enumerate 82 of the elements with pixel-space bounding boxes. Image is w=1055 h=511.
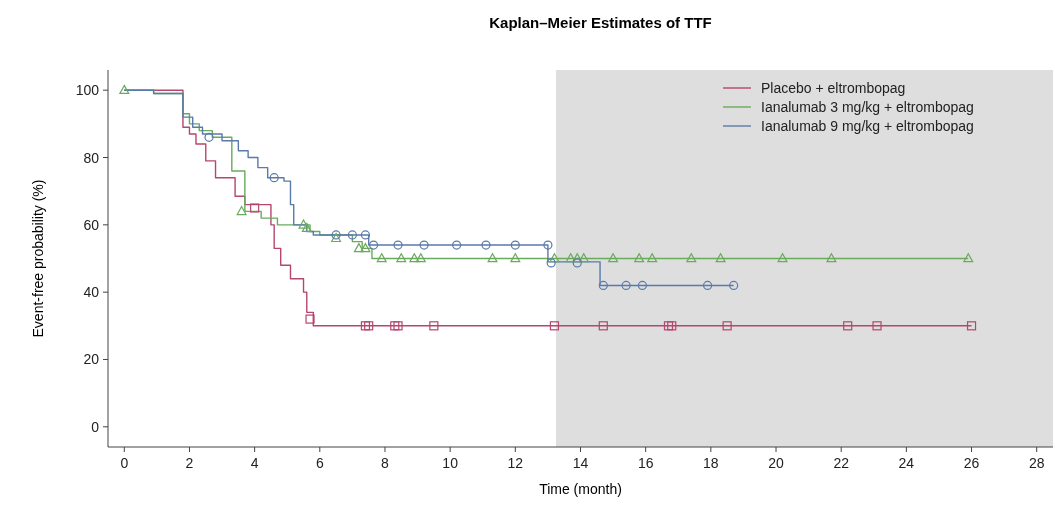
point <box>510 240 520 250</box>
point <box>236 205 247 216</box>
point <box>393 240 403 250</box>
point <box>634 253 645 263</box>
point <box>572 258 582 268</box>
chart-title: Kaplan–Meier Estimates of TTF <box>489 14 712 31</box>
x-tick-label: 4 <box>250 455 259 471</box>
x-tick-label: 18 <box>703 455 719 471</box>
point <box>429 321 439 331</box>
legend-label: Placebo + eltrombopag <box>761 80 906 96</box>
point <box>301 222 312 233</box>
point <box>419 240 429 250</box>
y-tick-label: 40 <box>83 284 100 301</box>
x-tick-label: 10 <box>442 455 459 471</box>
point <box>360 321 371 331</box>
point <box>663 321 674 331</box>
x-tick-label: 14 <box>572 455 589 471</box>
y-tick-label: 100 <box>75 82 100 99</box>
point <box>578 253 589 263</box>
point <box>637 280 648 291</box>
point <box>543 240 553 250</box>
point <box>667 321 677 331</box>
point <box>722 321 732 331</box>
y-tick-label: 80 <box>83 149 100 166</box>
legend-label: Ianalumab 9 mg/kg + eltrombopag <box>761 118 974 134</box>
point <box>598 321 608 331</box>
point <box>843 321 853 331</box>
point <box>598 280 608 291</box>
point <box>481 240 491 250</box>
point <box>269 173 279 183</box>
point <box>250 203 260 213</box>
x-axis-title: Time (month) <box>539 481 622 497</box>
y-tick-label: 60 <box>83 216 100 233</box>
point <box>715 253 726 263</box>
point <box>298 219 309 229</box>
point <box>396 253 407 263</box>
point <box>966 321 977 331</box>
point <box>510 253 521 263</box>
point <box>487 253 498 263</box>
point <box>686 253 697 263</box>
x-tick-label: 6 <box>315 455 324 471</box>
x-tick-label: 8 <box>381 455 390 471</box>
x-tick-label: 2 <box>185 455 194 471</box>
point <box>119 84 130 94</box>
point <box>415 253 426 263</box>
x-tick-label: 22 <box>833 455 850 471</box>
point <box>621 280 631 291</box>
legend-label: Ianalumab 3 mg/kg + eltrombopag <box>761 99 974 115</box>
point <box>777 253 788 263</box>
point <box>368 240 379 250</box>
point <box>549 321 560 331</box>
point <box>364 321 374 331</box>
x-tick-label: 16 <box>637 455 654 471</box>
point <box>305 314 315 324</box>
point <box>963 253 974 263</box>
x-tick-label: 12 <box>507 455 524 471</box>
x-tick-label: 24 <box>898 455 915 471</box>
point <box>204 132 214 142</box>
x-tick-label: 0 <box>120 455 129 471</box>
point <box>826 253 837 263</box>
x-tick-label: 28 <box>1028 455 1045 471</box>
point <box>572 253 583 263</box>
point <box>353 243 364 253</box>
point <box>376 253 387 263</box>
point <box>546 258 556 268</box>
y-tick-label: 20 <box>83 351 100 368</box>
point <box>565 253 576 263</box>
point <box>409 253 420 263</box>
point <box>647 253 658 263</box>
point <box>702 280 713 291</box>
point <box>872 321 882 331</box>
x-tick-label: 20 <box>768 455 785 471</box>
y-tick-label: 0 <box>91 418 100 435</box>
point <box>360 230 371 240</box>
point <box>452 240 462 250</box>
y-axis-title: Event-free probability (%) <box>30 179 46 338</box>
point <box>360 243 371 253</box>
x-tick-label: 26 <box>963 455 980 471</box>
point <box>729 280 739 291</box>
point <box>549 253 560 263</box>
point <box>347 230 357 240</box>
point <box>608 253 619 263</box>
